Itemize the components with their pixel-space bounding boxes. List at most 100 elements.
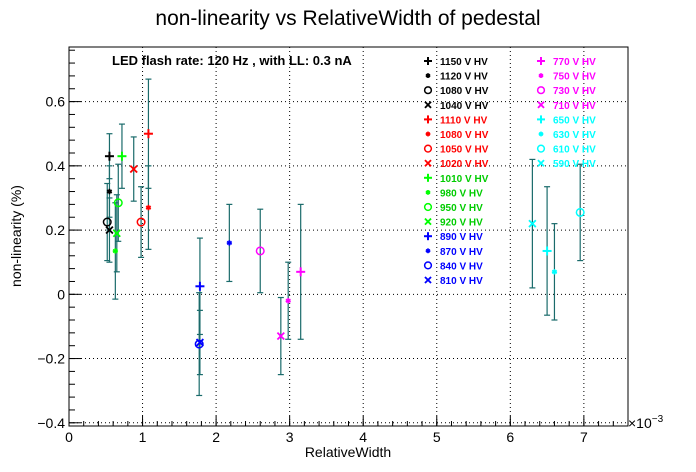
- legend-marker: [538, 131, 544, 137]
- legend-label: 870 V HV: [440, 247, 483, 258]
- marker-star-arm: [145, 205, 152, 210]
- marker-x-b: [528, 219, 537, 228]
- y-tick-label: 0.4: [46, 158, 66, 174]
- legend-marker: [424, 101, 432, 109]
- marker-x-b: [537, 101, 545, 109]
- x-tick-label: 3: [286, 429, 294, 445]
- marker-star-arm: [425, 248, 431, 253]
- x-axis-title: RelativeWidth: [305, 444, 391, 460]
- plot-frame: [68, 46, 629, 427]
- data-point: [112, 229, 121, 238]
- x-tick-label: 2: [212, 429, 220, 445]
- legend-entry: 650 V HV: [537, 115, 596, 126]
- data-point: [143, 129, 153, 139]
- legend-marker: [537, 57, 545, 65]
- y-tick-label: −0.4: [37, 415, 65, 431]
- legend-label: 770 V HV: [553, 57, 596, 68]
- y-tick-label: −0.2: [37, 351, 65, 367]
- legend-marker: [425, 73, 431, 78]
- data-point: [112, 248, 119, 254]
- marker-x-b: [424, 159, 432, 167]
- marker-star-arm: [226, 240, 233, 246]
- legend-marker: [537, 159, 545, 167]
- marker-star-arm: [551, 269, 558, 274]
- marker-star-arm: [538, 132, 544, 136]
- legend-marker: [537, 101, 545, 109]
- marker-star-arm: [112, 248, 119, 254]
- legend-label: 1020 V HV: [440, 159, 489, 170]
- legend-marker: [424, 217, 432, 226]
- marker-x-b: [424, 101, 432, 109]
- legend-marker: [536, 144, 546, 153]
- marker-x-b: [276, 332, 285, 341]
- error-bars: [104, 78, 584, 397]
- data-point: [106, 188, 113, 195]
- legend-marker: [425, 190, 431, 195]
- x-tick-label: 0: [65, 429, 73, 445]
- marker-x-b: [424, 276, 432, 284]
- marker-star-arm: [538, 73, 544, 78]
- x-axis-multiplier: ×10−3: [628, 414, 664, 431]
- legend-entry: 1080 V HV: [423, 86, 489, 97]
- legend-entry: 1150 V HV: [424, 57, 488, 68]
- data-point: [575, 207, 585, 217]
- data-point: [117, 151, 127, 161]
- legend-entry: 750 V HV: [538, 72, 596, 83]
- x-multiplier-exponent: −3: [652, 414, 664, 425]
- legend-label: 1040 V HV: [440, 101, 489, 112]
- legend-entry: 710 V HV: [537, 101, 596, 112]
- data-point: [195, 281, 205, 291]
- legend-label: 950 V HV: [440, 203, 483, 214]
- error-bar: [138, 186, 145, 258]
- legend-entry: 1020 V HV: [424, 159, 489, 170]
- legend-entry: 1010 V HV: [424, 173, 489, 185]
- data-point: [105, 226, 114, 235]
- data-point: [195, 338, 204, 347]
- data-point: [276, 332, 285, 341]
- legend-entry: 890 V HV: [424, 232, 483, 243]
- legend-label: 1120 V HV: [440, 72, 488, 83]
- marker-x-b: [129, 164, 138, 174]
- legend-label: 730 V HV: [553, 86, 596, 97]
- legend-entry: 840 V HV: [423, 261, 483, 272]
- legend-label: 1080 V HV: [440, 86, 489, 97]
- legend-label: 610 V HV: [553, 145, 596, 156]
- marker-star-arm: [106, 189, 113, 194]
- legend-marker: [424, 232, 432, 241]
- legend-label: 650 V HV: [553, 115, 596, 126]
- x-tick-label: 1: [139, 429, 147, 445]
- legend-entry: 730 V HV: [536, 86, 596, 97]
- legend-marker: [424, 276, 432, 284]
- x-tick-label: 7: [580, 429, 588, 445]
- marker-x-b: [105, 226, 114, 235]
- legend-entry: 980 V HV: [425, 188, 483, 199]
- error-bar: [577, 163, 584, 262]
- marker-star-arm: [425, 190, 431, 195]
- data-point: [129, 164, 138, 174]
- marker-x-b: [424, 217, 432, 226]
- legend-marker: [423, 261, 433, 270]
- error-bar: [257, 208, 264, 294]
- legend-entry: 1040 V HV: [424, 101, 489, 112]
- data-point: [285, 298, 291, 304]
- chart-title: non-linearity vs RelativeWidth of pedest…: [155, 7, 540, 30]
- legend-label: 1110 V HV: [440, 115, 488, 126]
- legend-label: 1150 V HV: [440, 57, 488, 68]
- legend-entry: 1110 V HV: [424, 115, 488, 126]
- legend-label: 890 V HV: [440, 232, 483, 243]
- marker-star-arm: [425, 132, 431, 136]
- legend-label: 1080 V HV: [440, 130, 489, 141]
- legend: 1150 V HV 1120 V HV 1080 V HV 1040 V HV 1110…: [423, 57, 596, 287]
- data-point: [542, 246, 552, 256]
- legend-marker: [424, 115, 432, 124]
- legend-marker: [536, 86, 546, 95]
- y-tick-label: 0.2: [46, 222, 66, 238]
- legend-marker: [425, 248, 431, 254]
- data-point: [113, 198, 123, 208]
- legend-entry: 770 V HV: [537, 57, 596, 68]
- data-point: [102, 217, 112, 227]
- legend-entry: 610 V HV: [536, 144, 596, 156]
- legend-marker: [424, 159, 432, 167]
- legend-marker: [425, 131, 431, 137]
